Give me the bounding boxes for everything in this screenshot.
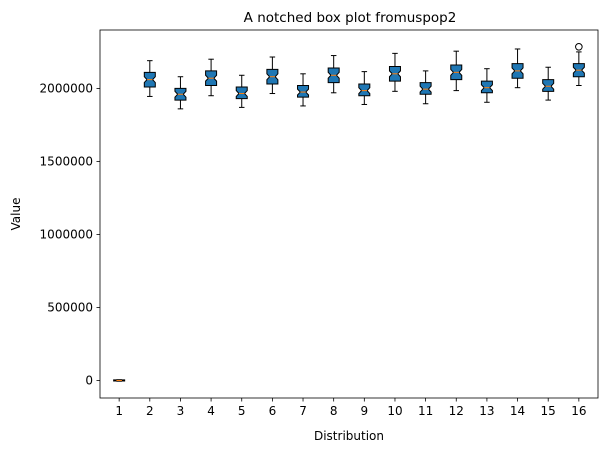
y-tick-label: 1000000: [40, 227, 93, 241]
box-12: [450, 50, 463, 92]
box-body: [235, 86, 248, 100]
x-tick-label: 16: [571, 404, 586, 418]
plot-area: [113, 42, 585, 382]
box-5: [235, 74, 248, 108]
x-tick-label: 1: [115, 404, 123, 418]
box-11: [419, 70, 432, 105]
y-axis-label: Value: [9, 198, 23, 231]
axes-frame: [99, 29, 599, 399]
y-tick-label: 500000: [47, 300, 93, 314]
x-tick-label: 9: [361, 404, 369, 418]
x-axis-label: Distribution: [314, 429, 384, 443]
y-tick-label: 0: [85, 373, 93, 387]
x-tick-label: 5: [238, 404, 246, 418]
x-tick-label: 12: [449, 404, 464, 418]
x-axis: 1 2 3 4 5 6 7 8 9 10 11 12 13 14 15 16: [115, 398, 586, 418]
box-15: [542, 66, 555, 101]
box-3: [174, 76, 187, 110]
box-body: [542, 79, 555, 92]
box-1: [113, 379, 126, 382]
box-10: [388, 52, 401, 92]
chart-title: A notched box plot fromuspop2: [244, 10, 457, 26]
x-tick-label: 6: [269, 404, 277, 418]
x-tick-label: 14: [510, 404, 525, 418]
x-tick-label: 15: [541, 404, 556, 418]
box-9: [358, 71, 371, 105]
y-axis: 0 500000 1000000 1500000 2000000: [40, 81, 100, 387]
box-4: [205, 58, 218, 97]
x-tick-label: 8: [330, 404, 338, 418]
box-7: [297, 73, 310, 107]
box-8: [327, 55, 340, 94]
box-body: [480, 80, 493, 94]
x-tick-label: 10: [387, 404, 402, 418]
x-tick-label: 13: [479, 404, 494, 418]
box-body: [358, 83, 371, 97]
box-body: [419, 82, 432, 95]
x-tick-label: 11: [418, 404, 433, 418]
box-14: [511, 48, 524, 89]
x-tick-label: 7: [299, 404, 307, 418]
y-tick-label: 2000000: [40, 81, 93, 95]
box-13: [480, 68, 493, 103]
outlier-point: [575, 42, 583, 51]
box-2: [143, 60, 156, 97]
box-6: [266, 56, 279, 95]
y-tick-label: 1500000: [40, 154, 93, 168]
x-tick-label: 4: [207, 404, 215, 418]
x-tick-label: 3: [177, 404, 185, 418]
box-16: [572, 42, 585, 86]
x-tick-label: 2: [146, 404, 154, 418]
box-body: [297, 84, 310, 98]
